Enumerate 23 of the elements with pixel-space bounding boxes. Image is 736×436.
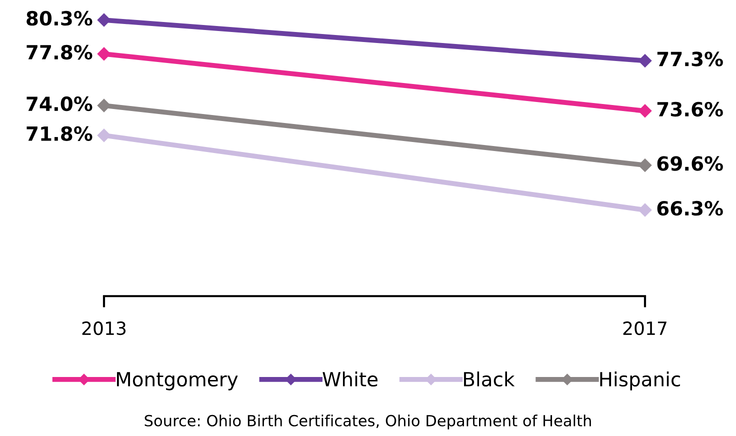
point bbox=[638, 158, 652, 172]
legend-label: Hispanic bbox=[600, 372, 680, 390]
point bbox=[97, 47, 111, 61]
x-tick-label: 2017 bbox=[623, 321, 666, 336]
source-note: Source: Ohio Birth Certificates, Ohio Department of Health bbox=[144, 414, 591, 430]
data-label: 69.6% bbox=[657, 156, 723, 171]
point bbox=[97, 98, 111, 112]
data-label: 77.3% bbox=[657, 52, 723, 66]
point bbox=[97, 13, 111, 27]
data-label: 71.8% bbox=[26, 126, 92, 141]
point bbox=[97, 128, 111, 142]
data-label: 77.8% bbox=[26, 44, 92, 60]
x-tick-label: 2013 bbox=[82, 321, 126, 336]
point bbox=[638, 203, 652, 217]
data-label: 74.0% bbox=[26, 96, 92, 112]
point bbox=[638, 54, 652, 68]
legend-label: Montgomery bbox=[117, 372, 238, 390]
legend-label: Black bbox=[464, 372, 515, 387]
legend-label: White bbox=[322, 372, 378, 387]
point bbox=[638, 104, 652, 118]
data-label: 80.3% bbox=[26, 10, 92, 26]
data-label: 66.3% bbox=[657, 200, 723, 216]
data-label: 73.6% bbox=[657, 102, 723, 117]
